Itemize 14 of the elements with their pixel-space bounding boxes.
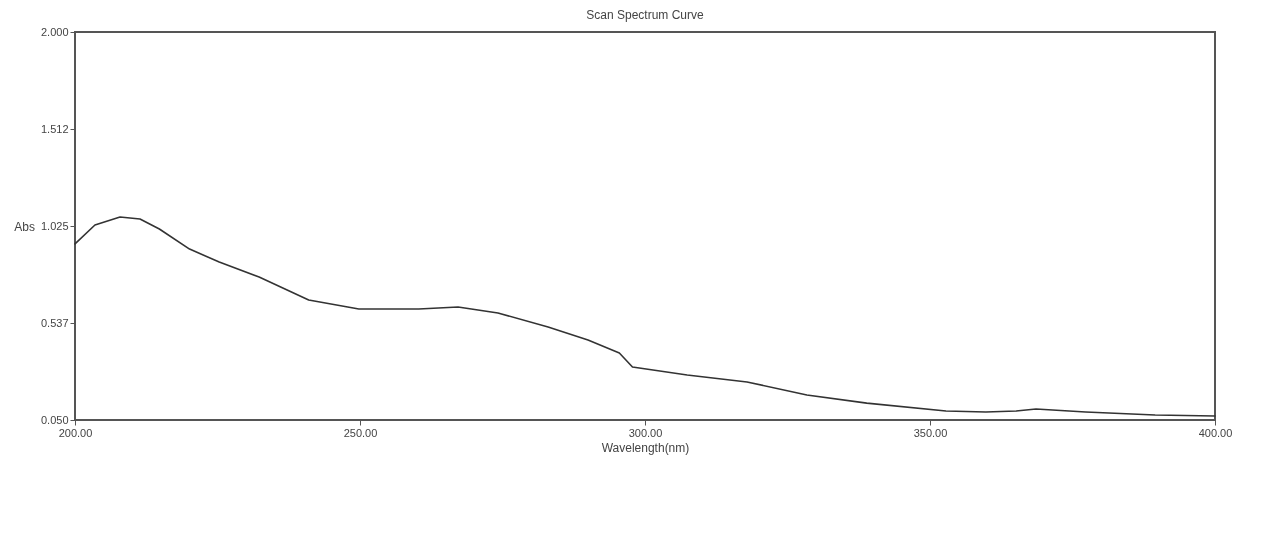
- y-tick-label: 0.537: [40, 316, 69, 329]
- x-axis-title: Wavelength(nm): [601, 440, 690, 455]
- x-tick-label: 300.00: [628, 426, 663, 439]
- y-tick-label: 2.000: [40, 25, 69, 38]
- x-tick-label: 350.00: [913, 426, 948, 439]
- y-axis-title: Abs: [14, 219, 35, 234]
- x-tick-label: 200.00: [58, 426, 93, 439]
- x-tick-label: 250.00: [343, 426, 378, 439]
- y-tick-label: 0.050: [40, 413, 69, 426]
- x-tick-label: 400.00: [1198, 426, 1233, 439]
- y-tick-label: 1.025: [40, 219, 69, 232]
- chart-title: Scan Spectrum Curve: [586, 8, 705, 22]
- y-tick-label: 1.512: [40, 122, 69, 135]
- line-series: [74, 216, 1216, 417]
